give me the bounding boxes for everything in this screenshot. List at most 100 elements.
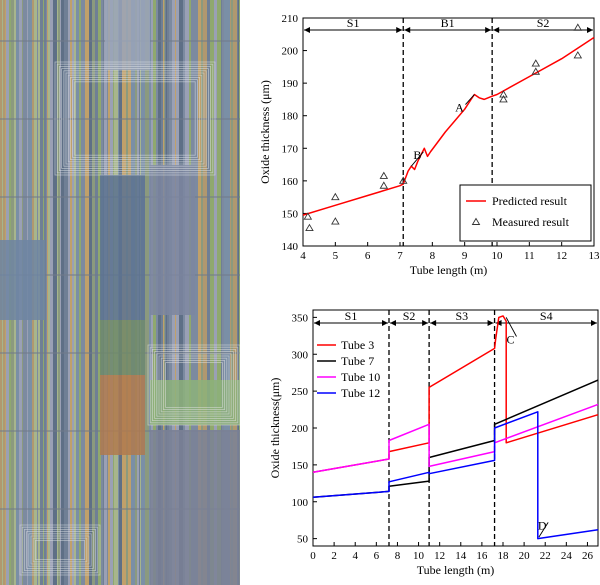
outline-frame — [19, 524, 101, 576]
y-tick-label: 140 — [282, 241, 299, 253]
annotation-label: B — [413, 148, 421, 162]
grain-block — [150, 380, 240, 425]
outline-frame — [158, 355, 230, 415]
section-arrow-head-right — [422, 320, 429, 326]
texture-stripe — [70, 0, 72, 585]
section-arrow-head-right — [485, 27, 492, 33]
texture-stripe — [231, 0, 233, 585]
texture-stripe — [46, 0, 47, 585]
top-chart-y-label: Oxide thickness (μm) — [258, 80, 272, 184]
measured-point — [303, 212, 313, 220]
texture-stripe — [95, 0, 97, 585]
x-tick-label: 16 — [476, 550, 488, 562]
texture-stripe — [72, 0, 74, 585]
legend-box — [459, 184, 592, 242]
texture-stripe — [98, 0, 101, 585]
y-tick-label: 150 — [292, 460, 309, 472]
series-line-tube-12 — [312, 411, 599, 540]
section-label: S2 — [403, 309, 416, 323]
measured-point — [531, 67, 541, 75]
texture-stripe — [198, 0, 201, 585]
texture-stripe — [203, 0, 207, 585]
section-arrow-head-right — [382, 320, 388, 326]
texture-stripe — [146, 0, 149, 585]
texture-stripe — [76, 0, 79, 585]
x-tick-label: 0 — [310, 550, 316, 562]
section-arrow-head-left — [404, 27, 411, 33]
outline-frame — [28, 533, 92, 567]
outline-frame — [65, 72, 205, 165]
texture-stripe — [58, 0, 60, 585]
legend-label: Tube 7 — [341, 354, 374, 368]
measured-point — [379, 181, 389, 189]
annotation-leader — [410, 151, 424, 167]
annotation-leader — [538, 522, 549, 538]
section-label: S1 — [345, 309, 358, 323]
top-chart-series — [302, 23, 595, 232]
outline-frame — [154, 351, 234, 419]
outline-frame — [74, 81, 196, 156]
legend-marker-measured — [471, 217, 481, 225]
texture-stripe — [47, 0, 48, 585]
texture-stripe — [221, 0, 222, 585]
x-tick-label: 20 — [519, 550, 531, 562]
section-arrow-head-left — [493, 27, 500, 33]
texture-stripe — [210, 0, 214, 585]
y-tick-label: 210 — [282, 13, 299, 25]
x-tick-label: 24 — [561, 550, 573, 562]
legend-label: Tube 12 — [341, 386, 380, 400]
y-tick-label: 150 — [282, 208, 299, 220]
bottom-chart-x-axis: 0 2 4 6 8 10 12 14 16 18 20 22 24 26 — [310, 542, 593, 562]
texture-stripe — [195, 0, 198, 585]
section-arrow-head-left — [430, 320, 437, 326]
texture-stripe — [92, 0, 95, 585]
cross-section-image — [0, 0, 240, 585]
outline-frame — [54, 61, 216, 176]
section-label: S2 — [537, 16, 550, 30]
outline-frame — [56, 63, 214, 174]
bottom-chart-y-axis: 50 100 150 200 250 300 350 — [292, 312, 317, 546]
annotation-label: C — [506, 333, 514, 347]
measured-point — [331, 217, 340, 225]
outline-frame — [72, 79, 198, 158]
section-label: S3 — [455, 309, 468, 323]
x-tick-label: 4 — [352, 550, 358, 562]
section-arrow-head-left — [314, 320, 320, 326]
measured-point — [398, 176, 408, 184]
y-tick-label: 250 — [292, 386, 309, 398]
top-chart-annotations: AB — [410, 94, 475, 167]
texture-stripe — [57, 0, 58, 585]
outline-frame — [35, 540, 86, 561]
texture-stripe — [60, 0, 61, 585]
grain-block — [150, 430, 240, 585]
x-tick-label: 5 — [333, 250, 339, 262]
x-tick-label: 11 — [524, 250, 535, 262]
bottom-chart: 0 2 4 6 8 10 12 14 16 18 20 22 24 26 5010015020025030… — [268, 309, 599, 577]
outline-frame — [30, 535, 90, 565]
texture-stripe — [61, 0, 64, 585]
outline-frame — [26, 531, 94, 569]
top-chart-y-axis: 140 150 160 170 180 190 200 210 — [282, 13, 307, 253]
outline-frame — [147, 344, 240, 426]
top-chart-frame — [302, 17, 595, 247]
texture-stripe — [74, 0, 76, 585]
x-tick-label: 8 — [430, 250, 436, 262]
x-tick-label: 18 — [498, 550, 510, 562]
texture-stripe — [230, 0, 231, 585]
annotation-label: A — [455, 101, 464, 115]
grain-block — [150, 165, 195, 315]
x-tick-label: 12 — [434, 550, 445, 562]
top-chart: 4 5 6 7 8 9 10 11 12 13 140150160170180190200210 … — [258, 13, 600, 277]
x-tick-label: 13 — [589, 250, 600, 262]
y-tick-label: 350 — [292, 312, 309, 324]
x-tick-label: 2 — [331, 550, 337, 562]
y-tick-label: 200 — [292, 423, 309, 435]
outline-frame — [162, 359, 225, 410]
texture-stripe — [68, 0, 70, 585]
texture-stripe — [222, 0, 224, 585]
x-tick-label: 26 — [582, 550, 594, 562]
outline-frame — [32, 537, 88, 563]
grain-block — [100, 175, 145, 320]
x-tick-label: 9 — [462, 250, 468, 262]
section-label: B1 — [441, 16, 455, 30]
